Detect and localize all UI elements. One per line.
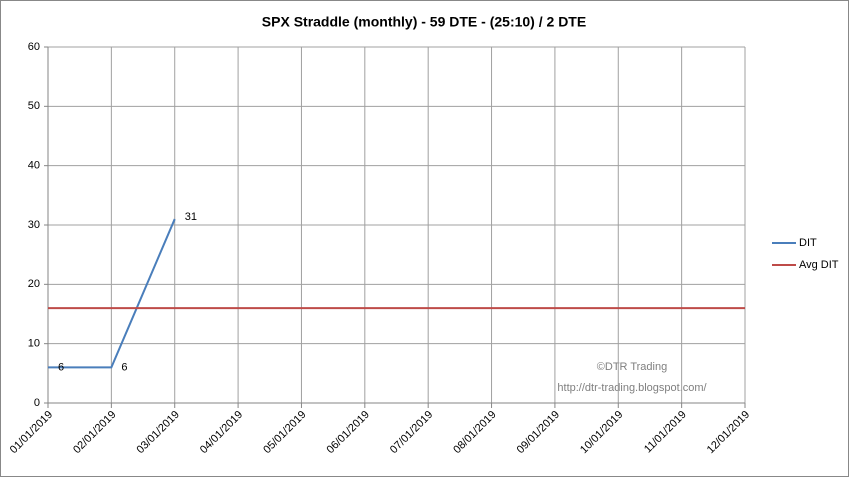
annotation: ©DTR Trading — [597, 361, 667, 373]
data-line — [48, 218, 176, 369]
chart-title: SPX Straddle (monthly) - 59 DTE - (25:10… — [262, 14, 586, 30]
legend-label: Avg DIT — [799, 259, 839, 271]
y-tick-label: 30 — [28, 219, 40, 231]
data-label: 31 — [185, 211, 197, 223]
legend-label: DIT — [799, 237, 817, 249]
y-tick-label: 40 — [28, 160, 40, 172]
y-tick-label: 50 — [28, 100, 40, 112]
data-label: 6 — [58, 361, 64, 373]
y-tick-label: 60 — [28, 41, 40, 53]
y-tick-label: 0 — [34, 397, 40, 409]
y-tick-label: 10 — [28, 338, 40, 350]
y-tick-label: 20 — [28, 278, 40, 290]
data-label: 6 — [121, 361, 127, 373]
annotation: http://dtr-trading.blogspot.com/ — [557, 382, 707, 394]
